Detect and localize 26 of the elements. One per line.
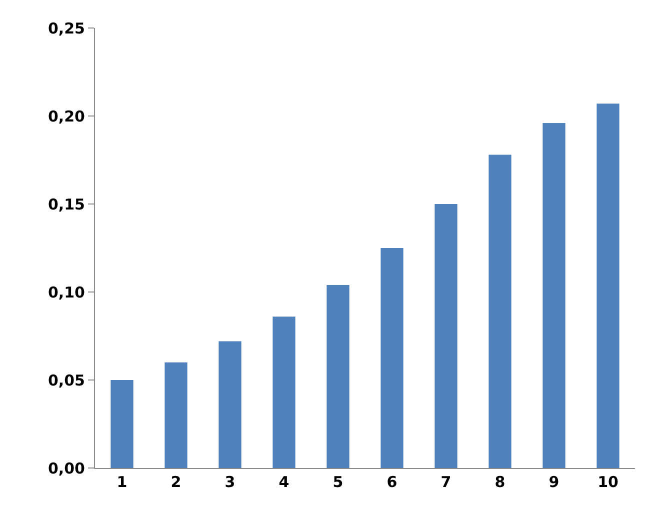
bar bbox=[110, 380, 134, 468]
x-tick-label: 3 bbox=[224, 473, 236, 491]
y-tick-label: 0,10 bbox=[48, 283, 85, 302]
x-tick-label: 10 bbox=[598, 473, 618, 491]
y-tick-label: 0,00 bbox=[48, 459, 85, 478]
bar bbox=[272, 316, 296, 468]
y-tick-label: 0,20 bbox=[48, 107, 85, 126]
bar bbox=[326, 284, 350, 468]
bar bbox=[542, 123, 566, 468]
bar bbox=[218, 341, 242, 468]
x-tick-label: 1 bbox=[116, 473, 128, 491]
y-tick-label: 0,15 bbox=[48, 195, 85, 214]
x-tick-label: 8 bbox=[494, 473, 506, 491]
bar bbox=[596, 104, 620, 468]
x-tick-label: 5 bbox=[332, 473, 344, 491]
y-tick-label: 0,25 bbox=[48, 19, 85, 38]
bar bbox=[380, 248, 404, 468]
x-tick-label: 9 bbox=[548, 473, 560, 491]
bar bbox=[488, 154, 512, 468]
x-tick-label: 6 bbox=[386, 473, 398, 491]
bar bbox=[164, 362, 188, 468]
x-tick-label: 2 bbox=[170, 473, 182, 491]
x-tick-label: 7 bbox=[440, 473, 452, 491]
y-tick-label: 0,05 bbox=[48, 371, 85, 390]
bar bbox=[434, 204, 458, 468]
x-tick-label: 4 bbox=[278, 473, 290, 491]
